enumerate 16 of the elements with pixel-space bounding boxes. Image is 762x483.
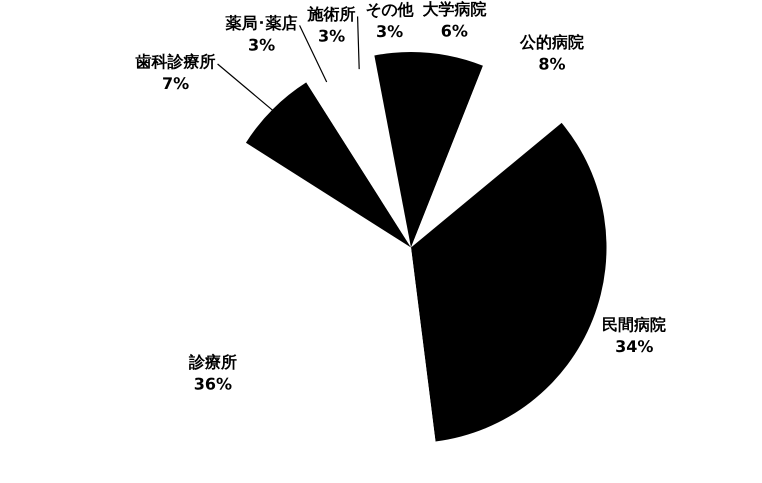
data-label: 3% <box>248 36 276 55</box>
slice-label: 診療所 <box>188 352 237 372</box>
data-label: 36% <box>194 374 232 394</box>
slice-label: 歯科診療所 <box>134 52 216 72</box>
data-label: 7% <box>162 74 190 94</box>
slice-label: 施術所 <box>306 4 356 24</box>
slice-label: 民間病院 <box>602 315 666 334</box>
slice-label: その他 <box>366 0 415 20</box>
data-label: 8% <box>538 54 566 74</box>
data-label: 3% <box>318 26 346 46</box>
slice-label: 公的病院 <box>518 32 584 52</box>
data-label: 3% <box>376 22 404 42</box>
data-label: 6% <box>440 22 468 41</box>
slice-label: 薬局･薬店 <box>224 14 298 33</box>
slice-label: 大学病院 <box>422 0 486 19</box>
data-label: 34% <box>615 337 654 356</box>
